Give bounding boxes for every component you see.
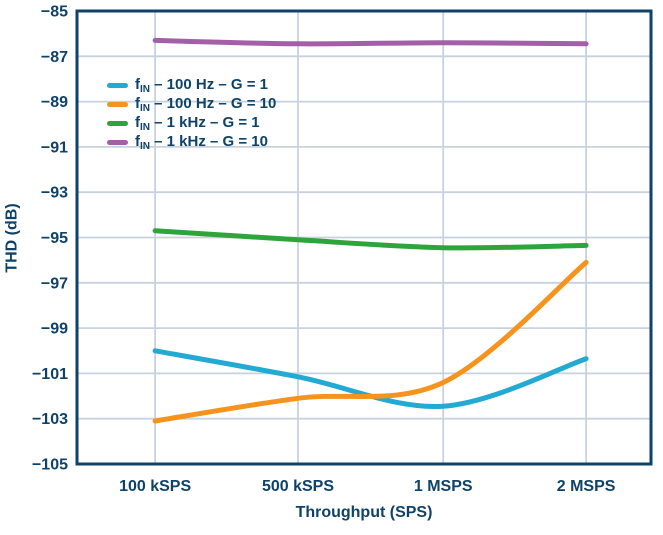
y-tick-label: −105 [32, 457, 68, 474]
y-tick-label: −101 [32, 366, 68, 383]
y-tick-label: −85 [41, 4, 68, 21]
legend-swatch-0 [107, 83, 128, 88]
y-tick-label: −87 [41, 49, 68, 66]
legend-swatch-3 [107, 140, 128, 145]
legend-label-1: fIN – 100 Hz – G = 10 [135, 95, 277, 114]
y-tick-label: −91 [41, 139, 68, 156]
x-tick-label: 500 kSPS [262, 478, 334, 495]
y-tick-label: −97 [41, 275, 68, 292]
x-tick-label: 2 MSPS [557, 478, 616, 495]
series-line-2 [152, 228, 589, 251]
legend: fIN – 100 Hz – G = 1 fIN – 100 Hz – G = 1… [107, 76, 277, 152]
x-tick-label: 100 kSPS [119, 478, 191, 495]
y-tick-label: −103 [32, 411, 68, 428]
y-tick-label: −93 [41, 185, 68, 202]
legend-label-0: fIN – 100 Hz – G = 1 [135, 76, 268, 95]
legend-swatch-2 [107, 121, 128, 126]
y-tick-label: −89 [41, 94, 68, 111]
y-tick-label: −99 [41, 321, 68, 338]
series-line-1 [152, 259, 589, 424]
legend-label-3: fIN – 1 kHz – G = 10 [135, 133, 268, 152]
x-axis-title: Throughput (SPS) [295, 504, 433, 521]
legend-swatch-1 [107, 102, 128, 107]
legend-item-0: fIN – 100 Hz – G = 1 [107, 76, 276, 95]
plot-border [75, 9, 653, 466]
y-tick-label: −95 [41, 230, 68, 247]
legend-item-2: fIN – 1 kHz – G = 1 [107, 114, 276, 133]
x-tick-label: 1 MSPS [414, 478, 473, 495]
legend-item-3: fIN – 1 kHz – G = 10 [107, 133, 276, 152]
series-line-3 [152, 37, 589, 47]
legend-label-2: fIN – 1 kHz – G = 1 [135, 114, 260, 133]
legend-item-1: fIN – 100 Hz – G = 10 [107, 95, 277, 114]
